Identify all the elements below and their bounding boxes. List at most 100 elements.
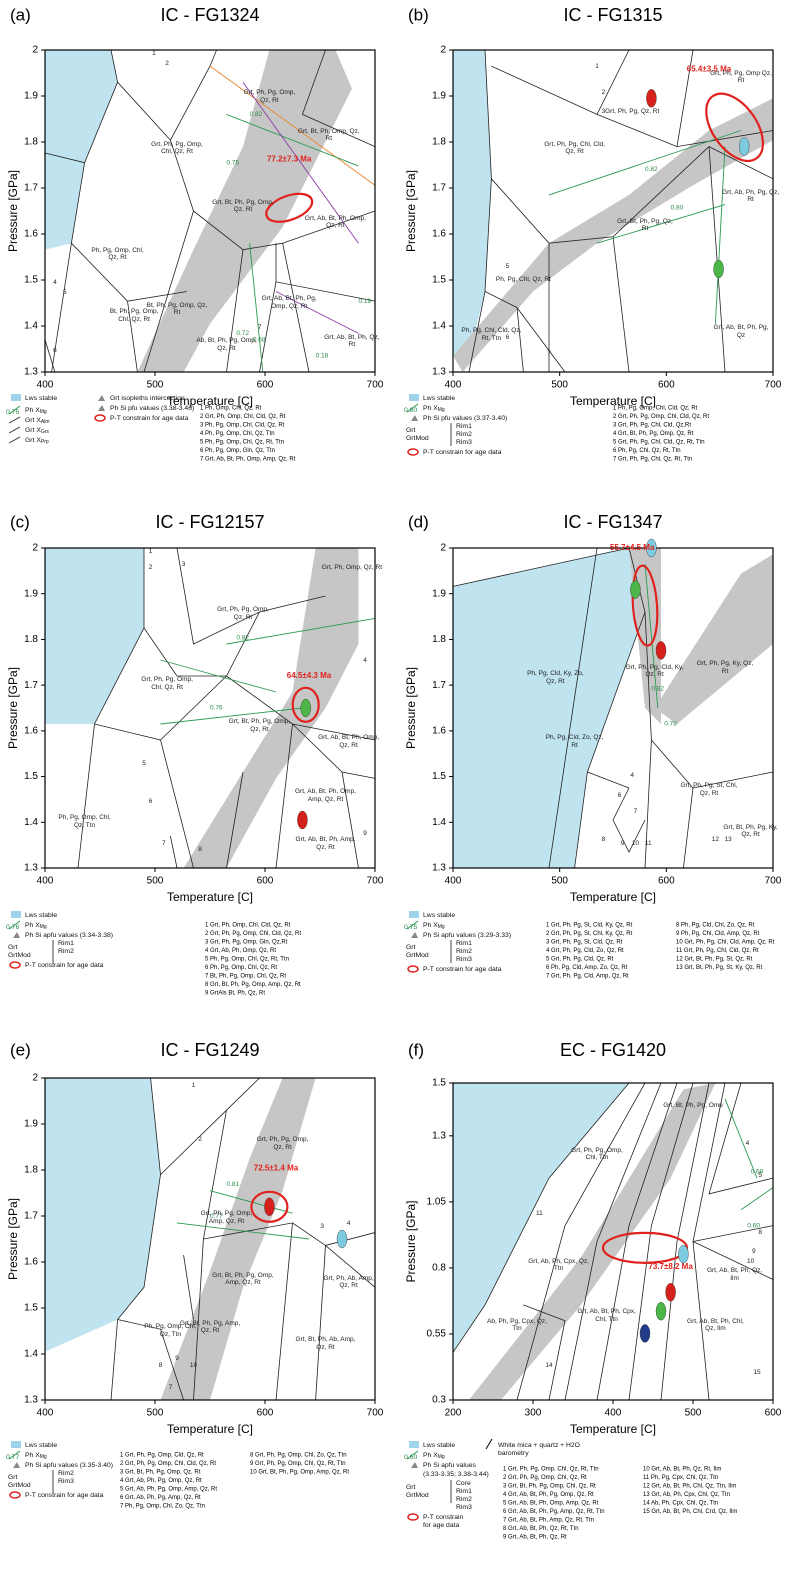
field-boundary xyxy=(612,236,630,373)
field-label: Grt, Ph, Pg, Qz, Rt xyxy=(605,108,660,116)
legend-line xyxy=(8,436,21,444)
field-label: 1 xyxy=(152,50,156,58)
isopleth xyxy=(724,1098,758,1179)
y-tick-label: 1.8 xyxy=(432,634,446,645)
legend-label: P-T constrain xyxy=(423,1514,464,1521)
legend-subscript: Mg xyxy=(438,1454,445,1460)
field-boundary xyxy=(193,210,376,251)
y-tick-label: 1.4 xyxy=(24,817,38,828)
x-tick-label: 700 xyxy=(367,1408,384,1419)
legend-symbol xyxy=(13,932,20,938)
y-tick-label: 1.4 xyxy=(24,321,38,332)
isopleth xyxy=(596,204,726,244)
field-label: 10 xyxy=(746,1257,755,1265)
legend-swatch xyxy=(409,911,419,918)
assemblage-item: 1 Grt, Ph, Pg, Omp, Chl, Qz, Rt, Ttn xyxy=(503,1467,599,1473)
grt-pt-marker xyxy=(630,580,641,599)
legend-label: Ph Si pfu values (3.38-3.46) xyxy=(110,405,194,412)
assemblage-item: 1 Grt, Ph, Omp, Chl, Cld, Qz, Rt xyxy=(205,923,291,929)
plot-frame xyxy=(44,49,376,373)
legend-label: 0.80 xyxy=(404,407,417,414)
field-boundary xyxy=(226,249,244,373)
panel-label: (d) xyxy=(408,512,429,531)
isopleth xyxy=(714,146,726,324)
field-boundary xyxy=(110,1077,161,1401)
pt-band xyxy=(654,554,773,724)
isopleth xyxy=(548,130,742,196)
panel-label: (b) xyxy=(408,5,429,24)
y-tick-label: 1.7 xyxy=(432,183,446,194)
pt-band xyxy=(469,1083,716,1400)
field-label: 14 xyxy=(545,1362,553,1370)
field-label: Grt, Ab, Ph, Cpx, Qz, Ttn xyxy=(528,1257,589,1273)
grt-pt-marker xyxy=(646,89,657,108)
legend-subscript: Mg xyxy=(40,1454,47,1460)
field-boundary xyxy=(183,1255,194,1320)
assemblage-item: 8 Ph, Pg, Cld, Chl, Zo, Qz, Rt xyxy=(676,923,755,929)
lws-field xyxy=(453,1083,629,1353)
panel-title: EC - FG1420 xyxy=(560,1040,666,1060)
field-boundary xyxy=(468,49,492,373)
field-label: Grt, Ab, Bt, Ph, Omp, Qz, Rt xyxy=(304,214,366,230)
lws-field xyxy=(45,548,144,724)
field-label: 6 xyxy=(617,791,622,799)
legend-text: Grt X xyxy=(25,437,41,444)
x-axis-label: Temperature [C] xyxy=(167,890,253,904)
age-label: 73.7±8.2 Ma xyxy=(648,1262,693,1271)
x-tick-label: 500 xyxy=(147,380,164,391)
panel-label: (c) xyxy=(10,512,30,531)
field-label: Grt, Ph, Pg, Omp, Qz, Rt xyxy=(243,89,296,104)
assemblage-item: 4 Grt, Bt, Ph, Pg, Omp, Qz, Rt xyxy=(613,431,694,437)
legend-swatch xyxy=(11,1441,21,1448)
grt-pt-marker xyxy=(678,1244,689,1264)
assemblage-item: 4 Grt, Ab, Ph, Omp, Qz, Rt xyxy=(205,948,276,954)
x-tick-label: 500 xyxy=(147,1408,164,1419)
legend-label: 0.75 xyxy=(404,924,417,931)
y-tick-label: 1.6 xyxy=(24,725,38,736)
y-tick-label: 2 xyxy=(32,45,38,56)
field-label: Grt, Ab, Ph, Pg, Qz, Rt xyxy=(722,188,780,204)
field-label: Bt, Ph, Pg, Omp, Qz, Rt xyxy=(146,301,208,317)
field-label: 1 xyxy=(191,1081,196,1089)
legend-label: Grt xyxy=(406,944,416,951)
field-boundary xyxy=(708,146,774,180)
legend-label: P-T constrain for age data xyxy=(25,962,104,969)
legend-label: Rim3 xyxy=(456,1504,472,1511)
pt-band xyxy=(137,50,352,372)
field-boundary xyxy=(628,1082,694,1401)
y-tick-label: 1.9 xyxy=(24,1119,38,1130)
field-boundary xyxy=(452,1082,630,1353)
field-label: 7 xyxy=(633,807,638,815)
y-tick-label: 1.3 xyxy=(24,367,38,378)
field-label: Grt, Ph, Pg, Omp, Qz, Rt xyxy=(217,606,269,621)
legend-swatch xyxy=(11,911,21,918)
assemblage-item: 6 Grt, Ab, Ph, Pg, Amp, Qz, Rt xyxy=(120,1495,201,1501)
isopleth xyxy=(275,291,359,334)
field-label: Grt, Ab, Bt, Ph, Omp, Qz, Rt xyxy=(318,734,380,749)
legend-line xyxy=(8,416,21,424)
field-label: Grt, Bt, Ph, Pg, Qz, Rt xyxy=(617,217,673,233)
field-boundary xyxy=(516,307,524,373)
y-tick-label: 2 xyxy=(440,543,446,554)
legend-symbol xyxy=(94,414,106,422)
legend-label: GrtMod xyxy=(8,1482,31,1489)
field-label: 11 xyxy=(536,1210,543,1218)
y-tick-label: 1.6 xyxy=(432,725,446,736)
isopleth-label: 0.78 xyxy=(664,721,677,728)
legend-label: Grt xyxy=(406,1484,416,1491)
x-axis-label: Temperature [C] xyxy=(167,394,253,408)
assemblage-item: 1 Grt, Ph, Pg, Omp, Cld, Qz, Rt xyxy=(120,1453,204,1459)
legend-label: Rim1 xyxy=(456,1488,472,1495)
y-tick-label: 1.5 xyxy=(432,771,446,782)
field-label: 5 xyxy=(758,1172,762,1180)
field-label: Grt, Bt, Ph, Ab, Amp, Qz, Rt xyxy=(295,1336,356,1351)
legend-symbol xyxy=(411,415,418,421)
field-boundary xyxy=(176,547,260,645)
legend-label: Rim2 xyxy=(58,1470,74,1477)
assemblage-item: 4 Grt, Ab, Bt, Ph, Pg, Omp, Qz, Rt xyxy=(503,1492,594,1498)
field-boundary xyxy=(282,243,310,373)
y-axis-label: Pressure [GPa] xyxy=(404,1200,418,1282)
y-tick-label: 1.5 xyxy=(24,771,38,782)
y-tick-label: 2 xyxy=(32,1073,38,1084)
